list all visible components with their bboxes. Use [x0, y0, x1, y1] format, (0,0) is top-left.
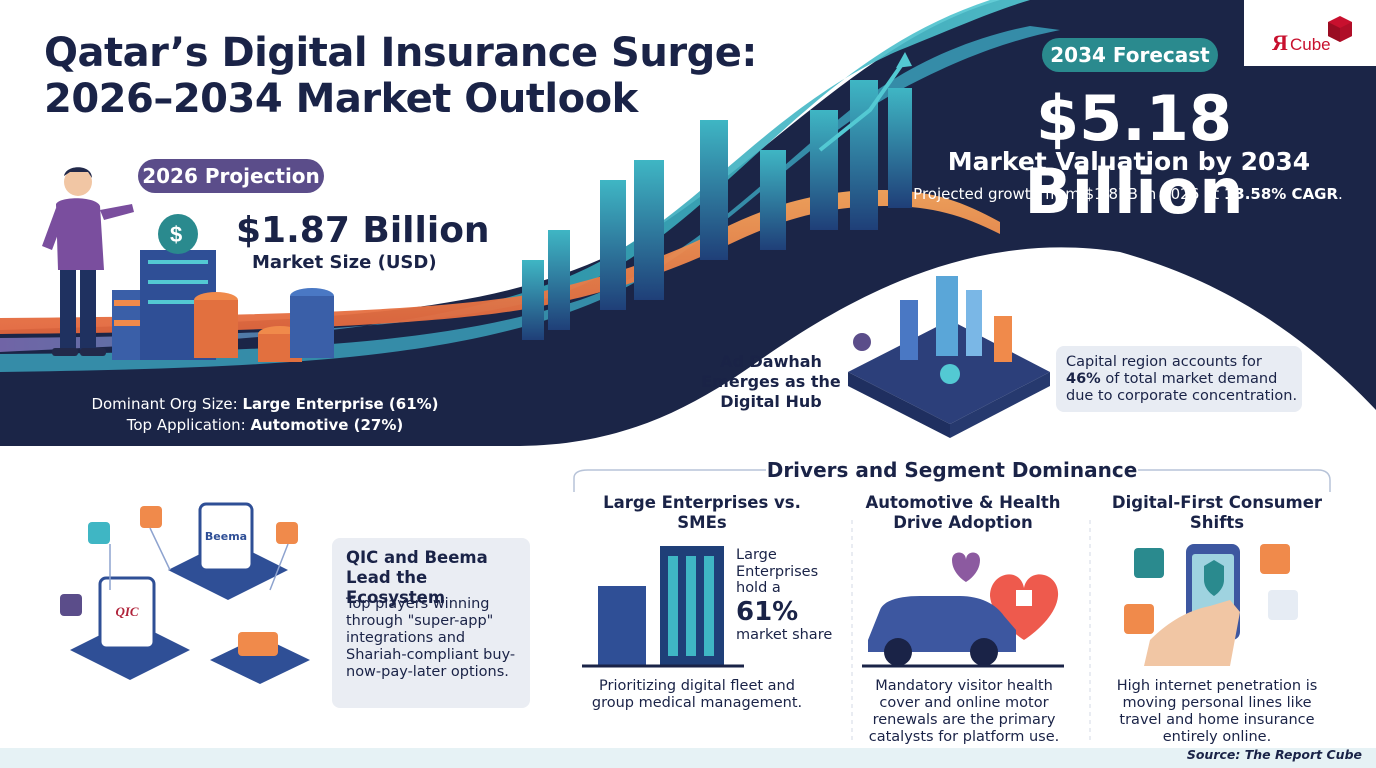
forecast-2034-badge: 2034 Forecast	[1042, 38, 1218, 72]
qic-badge: QIC	[115, 604, 139, 619]
hub-share-value: 46%	[1066, 371, 1101, 387]
drivers-heading: Drivers and Segment Dominance	[766, 458, 1138, 482]
wave-ribbon	[0, 0, 1030, 352]
ecosystem-title: QIC and Beema Lead the Ecosystem	[346, 548, 488, 607]
key-stats: Dominant Org Size: Large Enterprise (61%…	[60, 394, 470, 436]
car-heart-illustration	[862, 552, 1064, 668]
forecast-2034-description: Projected growth from $1.87B in 2026 at …	[908, 185, 1348, 203]
phone-illustration	[1124, 544, 1298, 666]
projection-2026-badge: 2026 Projection	[138, 159, 324, 193]
growth-arrow	[818, 58, 907, 152]
cagr-value: 13.58% CAGR	[1223, 185, 1339, 203]
hub-desc-prefix: Capital region accounts for	[1066, 354, 1262, 370]
logo-letter-r: Я	[1272, 30, 1288, 55]
col3-title: Digital-First Consumer Shifts	[1111, 493, 1323, 532]
logo-text: Cube	[1290, 35, 1331, 54]
market-size-2026-label: Market Size (USD)	[252, 252, 437, 273]
forecast-desc-suffix: .	[1338, 185, 1343, 203]
svg-text:$: $	[170, 222, 182, 247]
org-size-label: Dominant Org Size:	[91, 395, 243, 413]
page-title: Qatar’s Digital Insurance Surge: 2026–20…	[44, 30, 757, 122]
ecosystem-callout-box	[332, 538, 530, 708]
wave-orange	[0, 190, 1000, 334]
col2-title: Automotive & Health Drive Adoption	[865, 493, 1061, 532]
drivers-frame	[573, 469, 1331, 492]
enterprise-share: Large Enterprises hold a 61% market shar…	[736, 547, 836, 643]
application-value: Automotive (27%)	[250, 416, 404, 434]
city-hub-illustration	[848, 276, 1050, 438]
col3-description: High internet penetration is moving pers…	[1116, 678, 1318, 745]
title-line-2: 2026–2034 Market Outlook	[44, 76, 638, 122]
share-value: 61%	[736, 596, 799, 627]
col1-description: Prioritizing digital fleet and group med…	[591, 678, 803, 711]
share-post: market share	[736, 626, 833, 643]
buildings-illustration	[582, 546, 744, 668]
col1-title: Large Enterprises vs. SMEs	[603, 493, 801, 532]
forecast-desc-prefix: Projected growth from $1.87B in 2026 at	[913, 185, 1224, 203]
navy-band	[0, 0, 1376, 446]
person-illustration	[42, 167, 134, 356]
share-pre: Large Enterprises hold a	[736, 547, 819, 596]
hub-title: Ad Dawhah Emerges as the Digital Hub	[701, 352, 841, 411]
footer-band	[0, 748, 1376, 768]
col2-description: Mandatory visitor health cover and onlin…	[868, 678, 1060, 745]
forecast-2034-label: Market Valuation by 2034	[947, 147, 1311, 176]
title-line-1: Qatar’s Digital Insurance Surge:	[44, 30, 757, 76]
cube-logo-icon	[1328, 16, 1352, 42]
report-cube-logo: Я Cube	[1244, 0, 1376, 66]
application-label: Top Application:	[126, 416, 251, 434]
hub-desc-suffix: of total market demand due to corporate …	[1066, 371, 1298, 404]
market-size-2026-value: $1.87 Billion	[236, 210, 490, 251]
hub-description: Capital region accounts for 46% of total…	[1066, 354, 1298, 405]
source-credit: Source: The Report Cube	[1186, 747, 1362, 762]
org-size-value: Large Enterprise (61%)	[242, 395, 439, 413]
growth-bars	[522, 80, 912, 340]
ecosystem-illustration	[60, 502, 310, 684]
ecosystem-description: Top players winning through "super-app" …	[346, 596, 516, 680]
forecast-2034-value: $5.18 Billion	[1024, 82, 1244, 228]
wave-ribbon-2	[0, 26, 1060, 372]
hub-callout-box	[1056, 346, 1302, 412]
money-illustration: $	[112, 214, 334, 362]
beema-badge: Beema	[204, 530, 248, 543]
